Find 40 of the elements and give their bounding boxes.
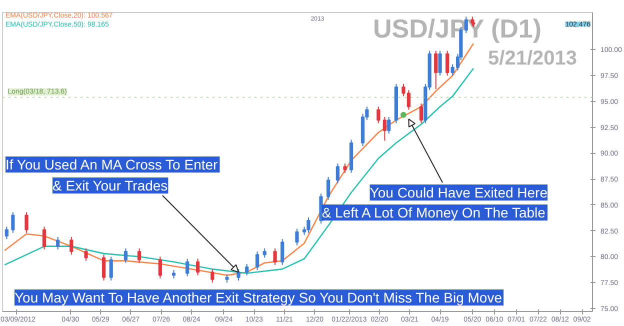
candlestick [109, 256, 113, 281]
candlestick [326, 176, 330, 200]
candlestick [406, 90, 411, 110]
candlestick [124, 248, 128, 264]
candlestick [343, 163, 347, 174]
candlestick [419, 103, 424, 124]
candlestick [273, 248, 277, 266]
candlestick [280, 238, 284, 266]
candlestick [196, 258, 200, 276]
candlestick [295, 228, 299, 246]
candlestick [438, 50, 442, 76]
candlestick [306, 216, 310, 234]
candlestick [336, 163, 340, 184]
candlestick [42, 226, 46, 250]
candlestick [186, 258, 190, 277]
candlestick [84, 248, 88, 262]
candlestick [245, 263, 249, 276]
candlestick [376, 106, 380, 124]
annotation: If You Used An MA Cross To Enter & Exit Your Trades [6, 156, 218, 194]
candlestick [137, 248, 142, 264]
candlestick [446, 50, 450, 76]
candlestick [262, 248, 266, 258]
candlestick [158, 256, 162, 279]
candlestick [56, 236, 60, 250]
candlestick [382, 116, 386, 142]
candlestick [70, 236, 74, 256]
candlestick [387, 116, 391, 134]
candlestick [4, 226, 8, 240]
annotation: You Could Have Exited Here & Left A Lot Of Money On The Table [322, 184, 548, 220]
candlestick [319, 193, 323, 224]
candlestick [24, 212, 28, 234]
candlestick [236, 268, 240, 281]
candlestick [434, 50, 438, 90]
candlestick [402, 83, 406, 97]
candlestick [11, 212, 15, 234]
candlestick [102, 254, 106, 281]
annotation: You May Want To Have Another Exit Strategy So You Don't Miss The Big Move [14, 290, 502, 306]
candlestick [255, 250, 260, 271]
text: 5/21/2013 [488, 47, 577, 70]
candlestick [210, 268, 214, 284]
